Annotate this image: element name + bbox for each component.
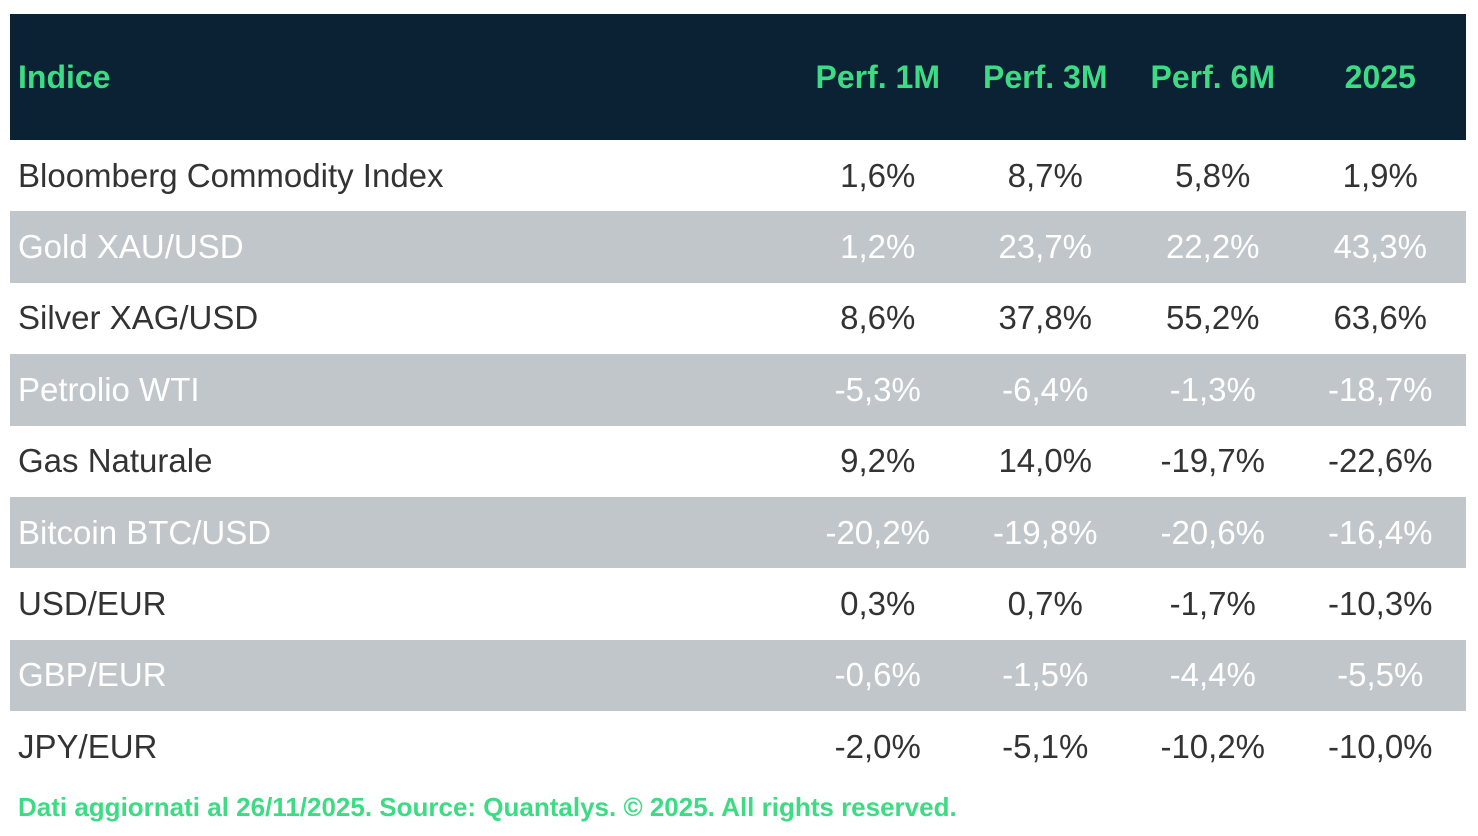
header-row: Indice Perf. 1M Perf. 3M Perf. 6M 2025 [10, 14, 1466, 140]
row-label: Gold XAU/USD [18, 228, 244, 266]
table: Indice Perf. 1M Perf. 3M Perf. 6M 2025 Bloomb… [10, 14, 1466, 783]
cell: 1,9% [1342, 156, 1418, 194]
cell: -22,6% [1327, 442, 1433, 480]
cell: -10,0% [1327, 727, 1433, 765]
table-row: Petrolio WTI -5,3% -6,4% -1,3% -18,7% [10, 354, 1466, 426]
row-label: Gas Naturale [18, 442, 213, 480]
cell: 1,2% [840, 228, 916, 266]
cell: 37,8% [998, 299, 1093, 337]
row-label: Bloomberg Commodity Index [18, 156, 444, 194]
cell: 9,2% [840, 442, 916, 480]
header-cell: Indice [18, 58, 111, 95]
cell: 5,8% [1175, 156, 1251, 194]
cell: -1,3% [1169, 370, 1256, 408]
cell: -1,5% [1002, 656, 1089, 694]
cell: 43,3% [1333, 228, 1428, 266]
cell: -2,0% [834, 727, 921, 765]
cell: -1,7% [1169, 585, 1256, 623]
table-row: Bitcoin BTC/USD -20,2% -19,8% -20,6% -16,4% [10, 496, 1466, 569]
header-cell: Perf. 1M [815, 58, 940, 95]
cell: -4,4% [1169, 656, 1256, 694]
table-row: Bloomberg Commodity Index 1,6% 8,7% 5,8% 1,9… [10, 140, 1466, 212]
table-row: JPY/EUR -2,0% -5,1% -10,2% -10,0% [10, 711, 1466, 783]
cell: 0,3% [840, 585, 916, 623]
row-label: JPY/EUR [18, 727, 158, 765]
row-label: Bitcoin BTC/USD [18, 513, 272, 551]
table-row: Silver XAG/USD 8,6% 37,8% 55,2% 63,6% [10, 282, 1466, 355]
cell: 55,2% [1165, 299, 1260, 337]
header-cell: 2025 [1344, 58, 1416, 95]
table-row: GBP/EUR -0,6% -1,5% -4,4% -5,5% [10, 639, 1466, 712]
cell: 8,7% [1007, 156, 1083, 194]
row-label: GBP/EUR [18, 656, 167, 694]
cell: -5,5% [1337, 656, 1424, 694]
cell: -16,4% [1327, 513, 1433, 551]
cell: -5,1% [1002, 727, 1089, 765]
cell: -10,2% [1160, 727, 1266, 765]
cell: -19,7% [1160, 442, 1266, 480]
row-label: Petrolio WTI [18, 370, 200, 408]
row-label: USD/EUR [18, 585, 167, 623]
cell: -18,7% [1327, 370, 1433, 408]
row-label: Silver XAG/USD [18, 299, 259, 337]
table-row: Gas Naturale 9,2% 14,0% -19,7% -22,6% [10, 425, 1466, 497]
cell: -20,6% [1160, 513, 1266, 551]
table-row: Gold XAU/USD 1,2% 23,7% 22,2% 43,3% [10, 211, 1466, 283]
table-row: USD/EUR 0,3% 0,7% -1,7% -10,3% [10, 568, 1466, 640]
cell: 23,7% [998, 228, 1093, 266]
cell: -10,3% [1327, 585, 1433, 623]
cell: -19,8% [992, 513, 1098, 551]
cell: -0,6% [834, 656, 921, 694]
cell: -5,3% [834, 370, 921, 408]
cell: 63,6% [1333, 299, 1428, 337]
header-cell: Perf. 3M [983, 58, 1108, 95]
cell: 14,0% [998, 442, 1093, 480]
cell: -6,4% [1002, 370, 1089, 408]
cell: 1,6% [840, 156, 916, 194]
cell: 8,6% [840, 299, 916, 337]
header-cell: Perf. 6M [1150, 58, 1275, 95]
cell: 22,2% [1165, 228, 1260, 266]
footer-note: Dati aggiornati al 26/11/2025. Source: Q… [18, 792, 957, 822]
cell: 0,7% [1007, 585, 1083, 623]
cell: -20,2% [825, 513, 931, 551]
